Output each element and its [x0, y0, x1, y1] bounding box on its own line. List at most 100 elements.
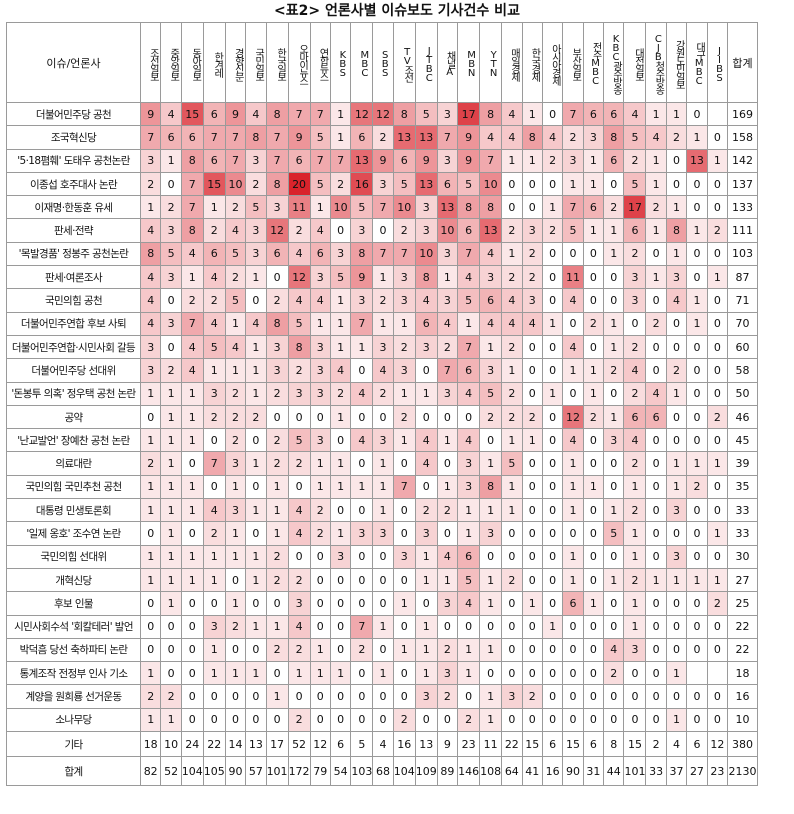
count-cell: 11	[479, 731, 503, 758]
count-cell: 1	[582, 171, 605, 197]
count-cell: 1	[479, 334, 503, 360]
count-cell: 1	[706, 148, 729, 173]
count-cell: 9	[457, 148, 481, 173]
count-cell: 7	[562, 195, 584, 220]
count-cell: 0	[686, 381, 708, 406]
count-cell: 3	[582, 125, 605, 150]
count-cell: 0	[265, 591, 289, 616]
count-cell: 6	[202, 241, 226, 267]
count-cell: 1	[706, 521, 729, 546]
count-cell: 0	[392, 567, 416, 593]
table-row: 더불어민주연합·시민사회 갈등 3 0 4 5 4 1 3 8 3 1 1 3 2 3 2 7 1 2 0 0 4 0 1 2 0…	[6, 334, 759, 360]
outlet-header: 국민일보	[245, 22, 267, 103]
issue-name: 개혁신당	[6, 567, 141, 593]
count-cell: 1	[665, 195, 688, 220]
count-cell: 0	[645, 614, 667, 639]
table-row: 의료대란 2 1 0 7 3 1 2 2 1 1 0 1 0 4 0 3 1 5 0 0 1 0 0 2 0 1 1 1 39	[6, 451, 759, 476]
count-cell: 8	[414, 265, 438, 290]
count-cell: 0	[180, 521, 204, 546]
count-cell: 1	[180, 544, 204, 569]
count-cell: 7	[287, 101, 311, 127]
count-cell: 4	[479, 311, 503, 336]
count-cell: 0	[603, 451, 625, 476]
count-cell: 0	[562, 637, 584, 663]
count-cell: 3	[224, 451, 247, 476]
count-cell: 15	[521, 731, 543, 758]
count-cell: 2	[521, 684, 543, 709]
count-cell: 1	[287, 661, 311, 686]
count-cell: 2	[436, 637, 459, 663]
count-cell: 1	[645, 218, 667, 243]
count-cell: 3	[309, 381, 331, 406]
count-cell: 4	[603, 637, 625, 663]
count-cell: 0	[582, 567, 605, 593]
count-cell: 0	[180, 637, 204, 663]
count-cell: 1	[139, 381, 162, 406]
count-cell: 0	[139, 637, 162, 663]
count-cell: 0	[329, 567, 352, 593]
table-row: 국민의힘 공천 4 0 2 2 5 0 2 4 4 1 3 2 3 4 3 5 6 4 3 0 4 0 0 3 0 4 1 0 71	[6, 288, 759, 313]
count-cell: 2	[392, 404, 416, 430]
count-cell: 0	[287, 404, 311, 430]
count-cell: 0	[372, 591, 394, 616]
count-cell: 0	[329, 428, 352, 453]
count-cell: 14	[224, 731, 247, 758]
count-cell: 4	[414, 451, 438, 476]
count-cell: 4	[202, 311, 226, 336]
count-cell: 0	[245, 521, 267, 546]
count-cell: 0	[645, 498, 667, 523]
count-cell: 0	[372, 567, 394, 593]
count-cell: 0	[372, 218, 394, 243]
count-cell: 2	[623, 334, 647, 360]
count-cell: 0	[160, 288, 182, 313]
count-cell: 68	[372, 756, 394, 787]
count-cell: 1	[139, 567, 162, 593]
issue-name: 박덕흠 당선 축하파티 논란	[6, 637, 141, 663]
count-cell: 3	[372, 521, 394, 546]
count-cell: 0	[582, 288, 605, 313]
count-cell: 7	[436, 125, 459, 150]
count-cell: 0	[706, 707, 729, 733]
count-cell: 3	[160, 265, 182, 290]
count-cell: 4	[414, 428, 438, 453]
count-cell: 0	[665, 148, 688, 173]
count-cell: 2	[541, 148, 564, 173]
count-cell: 1	[562, 474, 584, 500]
count-cell: 0	[224, 637, 247, 663]
outlet-header: TV조선	[392, 22, 416, 103]
count-cell: 1	[160, 567, 182, 593]
row-total: 103	[727, 241, 759, 267]
count-cell: 1	[202, 637, 226, 663]
count-cell: 3	[265, 334, 289, 360]
outlet-header: SBS	[372, 22, 394, 103]
count-cell: 0	[645, 661, 667, 686]
count-cell: 0	[329, 614, 352, 639]
count-cell: 5	[392, 171, 416, 197]
count-cell: 12	[309, 731, 331, 758]
count-cell: 0	[479, 661, 503, 686]
issue-name: 이재명·한동훈 유세	[6, 195, 141, 220]
row-total: 25	[727, 591, 759, 616]
count-cell: 12	[706, 731, 729, 758]
count-cell: 0	[645, 684, 667, 709]
count-cell: 5	[623, 125, 647, 150]
count-cell: 7	[562, 101, 584, 127]
count-cell: 0	[521, 381, 543, 406]
count-cell: 2	[706, 591, 729, 616]
table-row: '돈봉투 의혹' 정우택 공천 논란 1 1 1 3 2 1 2 3 3 2 4 2 1 1 3 4 5 2 0 1 0 1…	[6, 381, 759, 406]
count-cell: 0	[392, 521, 416, 546]
outlet-header: 중앙일보	[160, 22, 182, 103]
table-row: 소나무당 1 1 0 0 0 0 0 2 0 0 0 0 2 0 0 2 1 0 0 0 0 0 0 0 0 1 0 0 10	[6, 707, 759, 733]
count-cell: 4	[245, 311, 267, 336]
count-cell: 1	[160, 521, 182, 546]
count-cell: 1	[562, 567, 584, 593]
count-cell: 23	[457, 731, 481, 758]
count-cell: 0	[686, 591, 708, 616]
count-cell: 1	[309, 311, 331, 336]
count-cell: 0	[436, 707, 459, 733]
count-cell: 0	[706, 334, 729, 360]
count-cell: 2	[541, 218, 564, 243]
count-cell: 5	[603, 521, 625, 546]
count-cell: 172	[287, 756, 311, 787]
count-cell: 1	[479, 591, 503, 616]
